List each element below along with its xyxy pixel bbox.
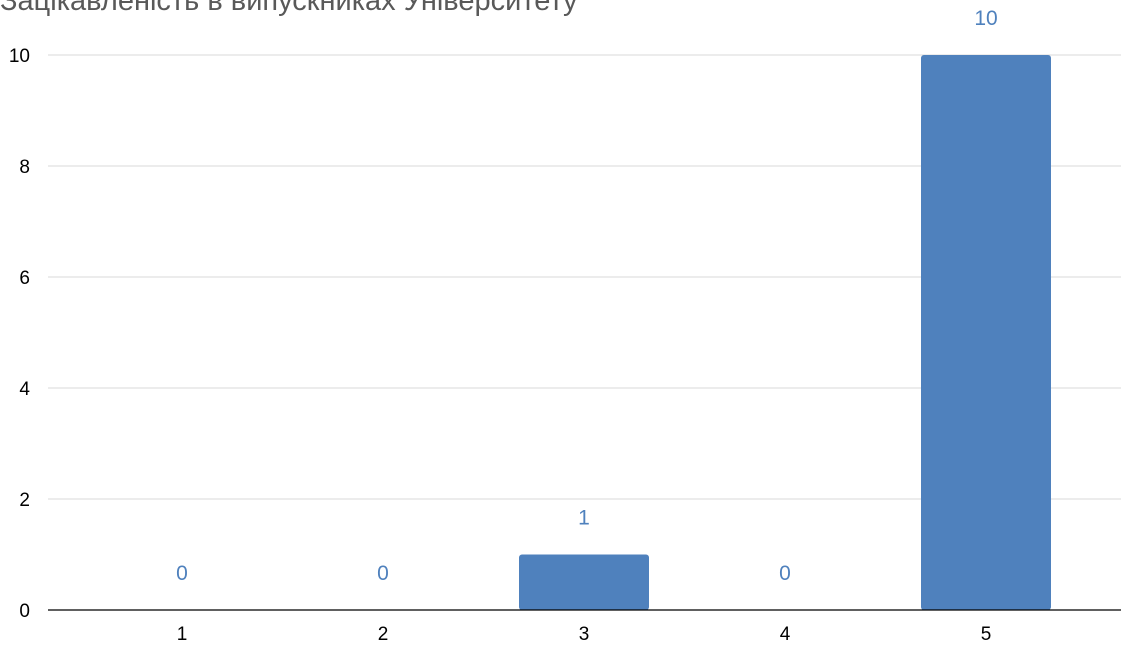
y-tick-label: 10	[9, 46, 30, 67]
data-label-4: 0	[779, 562, 791, 585]
y-tick-label: 4	[19, 379, 30, 400]
bar-3	[519, 554, 649, 610]
y-tick-label: 8	[19, 157, 30, 178]
y-axis-ticks: 0 2 4 6 8 10	[9, 46, 31, 622]
x-tick-label: 1	[177, 624, 188, 645]
data-label-1: 0	[176, 562, 188, 585]
x-tick-label: 3	[579, 624, 590, 645]
y-tick-label: 6	[19, 268, 30, 289]
y-tick-label: 0	[19, 601, 30, 622]
x-tick-label: 5	[981, 624, 992, 645]
data-label-3: 1	[578, 507, 590, 530]
x-tick-label: 2	[378, 624, 389, 645]
bar-5	[921, 55, 1051, 610]
bars	[519, 55, 1051, 610]
data-label-2: 0	[377, 562, 389, 585]
x-axis-ticks: 1 2 3 4 5	[177, 624, 992, 645]
y-tick-label: 2	[19, 490, 30, 511]
x-tick-label: 4	[780, 624, 791, 645]
data-label-5: 10	[974, 7, 997, 30]
chart-title: Зацікавленість в випускниках Університет…	[0, 0, 578, 17]
